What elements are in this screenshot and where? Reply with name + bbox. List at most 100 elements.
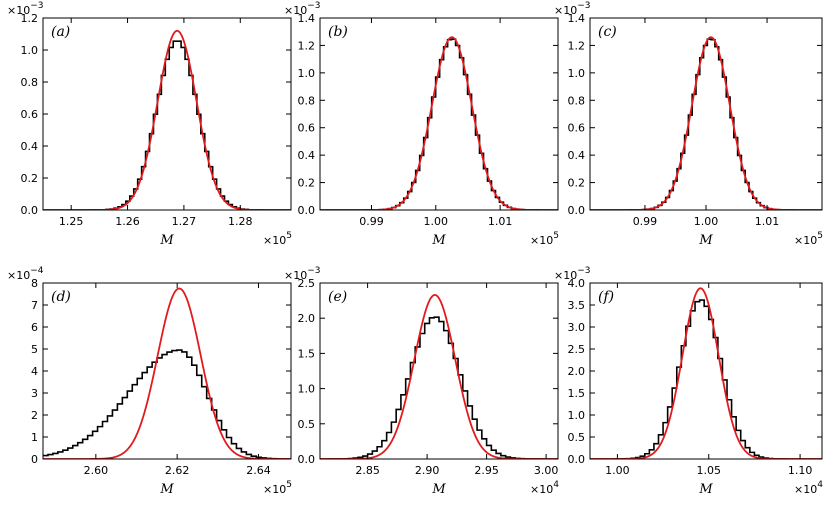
y-tick-label: 0.5 <box>568 431 586 444</box>
y-axis-multiplier: ×10−3 <box>284 266 321 282</box>
x-tick-label: 2.95 <box>474 464 499 477</box>
histogram-series <box>43 349 291 459</box>
y-tick-label: 1.0 <box>298 383 316 396</box>
y-tick-label: 0.0 <box>298 204 316 217</box>
x-tick-label: 1.01 <box>755 215 780 228</box>
y-tick-label: 2.5 <box>298 277 316 290</box>
panel-label: (a) <box>51 24 70 40</box>
panel-label: (c) <box>598 24 617 40</box>
y-tick-label: 1.4 <box>568 12 586 25</box>
x-tick-label: 2.62 <box>165 464 190 477</box>
x-tick-label: 1.00 <box>694 215 719 228</box>
x-tick-label: 1.00 <box>424 215 449 228</box>
y-tick-label: 1.0 <box>21 44 39 57</box>
x-axis-label: M <box>698 233 713 248</box>
y-tick-label: 0.8 <box>568 94 586 107</box>
y-tick-label: 7 <box>31 299 38 312</box>
x-tick-label: 1.05 <box>696 464 721 477</box>
y-tick-label: 3.5 <box>568 299 586 312</box>
x-axis-multiplier: ×105 <box>530 231 559 247</box>
y-tick-label: 0.0 <box>298 453 316 466</box>
y-tick-label: 0.4 <box>298 149 316 162</box>
y-axis-multiplier: ×10−3 <box>554 266 591 282</box>
y-axis-multiplier: ×10−4 <box>7 266 44 282</box>
x-tick-label: 1.28 <box>228 215 253 228</box>
y-tick-label: 0.4 <box>21 140 39 153</box>
axes-frame <box>319 282 559 460</box>
x-axis-multiplier: ×105 <box>263 231 292 247</box>
y-tick-label: 5 <box>31 343 38 356</box>
y-tick-label: 8 <box>31 277 38 290</box>
x-axis-multiplier: ×105 <box>263 480 292 496</box>
y-tick-label: 3 <box>31 387 38 400</box>
y-tick-label: 1.0 <box>568 67 586 80</box>
x-tick-label: 3.00 <box>534 464 559 477</box>
y-tick-label: 0.8 <box>298 94 316 107</box>
y-tick-label: 1.4 <box>298 12 316 25</box>
histogram-series <box>43 40 291 210</box>
x-tick-label: 1.26 <box>115 215 140 228</box>
axes-frame <box>42 17 292 211</box>
y-tick-label: 1.2 <box>298 39 316 52</box>
x-tick-label: 2.90 <box>415 464 440 477</box>
y-axis-multiplier: ×10−3 <box>7 1 44 17</box>
panel-d: 2.60 2.62 2.64 0 1 2 3 4 5 6 7 8 M ×105 ×10−4 (d) <box>7 266 292 497</box>
x-axis-label: M <box>159 482 174 497</box>
y-tick-label: 3.0 <box>568 321 586 334</box>
panel-a: 1.25 1.26 1.27 1.28 0.0 0.2 0.4 0.6 0.8 1.0 1.2 M ×1… <box>7 1 292 248</box>
x-tick-label: 1.01 <box>488 215 513 228</box>
panel-label: (e) <box>328 289 347 305</box>
panel-label: (f) <box>598 289 614 305</box>
x-tick-label: 2.85 <box>355 464 380 477</box>
y-tick-label: 4.0 <box>568 277 586 290</box>
axes-frame <box>589 282 823 460</box>
y-axis-multiplier: ×10−3 <box>554 1 591 17</box>
histogram-series <box>590 38 822 210</box>
y-tick-label: 2 <box>31 409 38 422</box>
y-tick-label: 4 <box>31 365 38 378</box>
y-tick-label: 0.4 <box>568 149 586 162</box>
panel-e: 2.85 2.90 2.95 3.00 0.0 0.5 1.0 1.5 2.0 2.5 M ×104 ×… <box>284 266 559 497</box>
histogram-series <box>320 316 558 459</box>
x-tick-label: 1.00 <box>605 464 630 477</box>
x-axis-label: M <box>159 233 174 248</box>
x-axis-label: M <box>431 482 446 497</box>
x-tick-label: 0.99 <box>359 215 384 228</box>
y-tick-label: 0.6 <box>298 122 316 135</box>
panel-label: (d) <box>51 289 71 305</box>
x-tick-label: 0.99 <box>633 215 658 228</box>
y-tick-label: 0.5 <box>298 418 316 431</box>
panel-label: (b) <box>328 24 348 40</box>
gaussian-fit-curve <box>43 29 291 210</box>
y-tick-label: 0.2 <box>21 172 39 185</box>
y-tick-label: 0.6 <box>21 108 39 121</box>
axes-frame <box>589 17 823 211</box>
panel-f: 1.00 1.05 1.10 0.0 0.5 1.0 1.5 2.0 2.5 3.0 3.5 4.0 M… <box>554 266 823 497</box>
x-tick-label: 2.64 <box>246 464 271 477</box>
y-tick-label: 1.0 <box>298 67 316 80</box>
x-tick-label: 1.10 <box>788 464 813 477</box>
x-tick-label: 1.27 <box>172 215 197 228</box>
y-tick-label: 1 <box>31 431 38 444</box>
x-axis-multiplier: ×104 <box>530 480 559 496</box>
histogram-series <box>590 299 822 459</box>
gaussian-fit-curve <box>320 36 558 210</box>
y-tick-label: 0.2 <box>568 177 586 190</box>
y-axis-multiplier: ×10−3 <box>284 1 321 17</box>
y-tick-label: 0.2 <box>298 177 316 190</box>
x-tick-label: 1.25 <box>59 215 84 228</box>
y-tick-label: 0.6 <box>568 122 586 135</box>
gaussian-fit-curve <box>590 287 822 459</box>
axes-frame <box>42 282 292 460</box>
y-tick-label: 2.0 <box>298 312 316 325</box>
y-tick-label: 0 <box>31 453 38 466</box>
axes-frame <box>319 17 559 211</box>
y-tick-label: 2.5 <box>568 343 586 356</box>
y-tick-label: 0.0 <box>568 453 586 466</box>
y-tick-label: 6 <box>31 321 38 334</box>
y-tick-label: 0.8 <box>21 76 39 89</box>
x-axis-multiplier: ×104 <box>794 480 823 496</box>
x-axis-multiplier: ×105 <box>794 231 823 247</box>
gaussian-fit-curve <box>590 36 822 210</box>
